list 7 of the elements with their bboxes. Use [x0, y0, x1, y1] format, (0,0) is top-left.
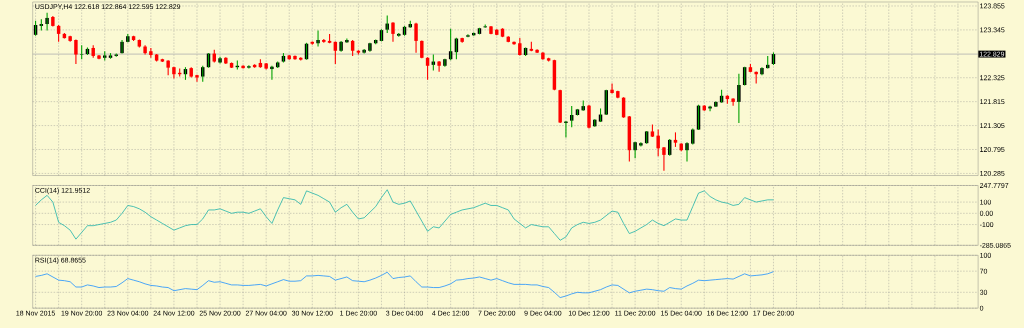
candlestick — [362, 48, 366, 55]
candlestick — [287, 54, 291, 61]
candlestick — [189, 66, 193, 78]
candlestick — [322, 38, 326, 44]
candlestick — [264, 62, 268, 71]
candlestick — [79, 44, 84, 60]
candlestick — [714, 100, 718, 108]
